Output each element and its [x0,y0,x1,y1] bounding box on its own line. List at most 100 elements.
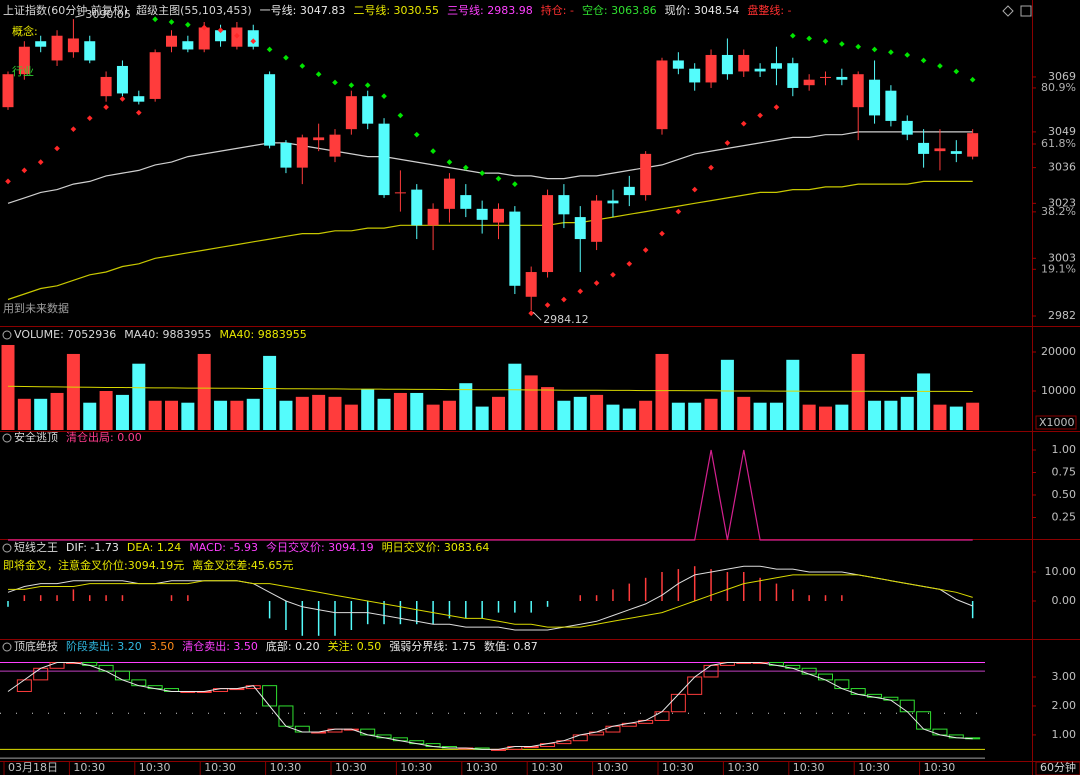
unit-label: X1000 [1039,416,1075,429]
sar-dot [430,148,436,154]
sar-dot [904,52,911,58]
volume-bar [442,400,456,430]
sar-dot [920,57,927,64]
y-tick-label: 19.1% [1041,262,1076,275]
y-tick-label: 3.00 [1052,670,1077,683]
volume-bar [508,363,522,430]
panel-header: 阶段卖出: 3.20 [66,639,142,653]
y-tick-label: 3003 [1048,251,1076,264]
candle-body [2,74,14,108]
candle-body [901,120,913,135]
volume-bar [655,353,669,430]
candle-body [67,38,79,53]
volume-bar [802,404,816,430]
sar-dot [332,79,338,86]
candle-body [378,123,390,196]
volume-bar [851,353,865,430]
x-tick-label: 10:30 [270,761,302,774]
volume-bar [671,402,685,430]
volume-bar [917,373,931,430]
sar-dot [86,115,93,121]
volume-bar [17,398,31,430]
y-tick-label: 2982 [1048,309,1076,322]
x-tick-label: 10:30 [858,761,890,774]
x-tick-label: 10:30 [597,761,629,774]
y-tick-label: 1.00 [1052,728,1077,741]
sar-dot [528,310,535,317]
candle-body [525,272,537,297]
panel-header: 三号线: 2983.98 [447,3,533,17]
panel-header: 超级主图(55,103,453) [136,3,252,17]
sar-dot [561,296,567,303]
x-tick-label: 10:30 [400,761,432,774]
volume-bar [83,402,97,430]
volume-bar [312,394,326,430]
sar-dot [201,24,208,31]
sar-dot [839,41,845,47]
x-tick-label: 10:30 [727,761,759,774]
toolbar-icon[interactable] [1002,5,1014,17]
volume-bar [884,400,898,430]
volume-bar [410,392,424,430]
candle-body [950,151,962,154]
x-tick-label: 10:30 [139,761,171,774]
volume-bar [1,344,15,430]
panel-header: 短线之王 [14,540,58,554]
panel-header: 二号线: 3030.55 [353,3,439,17]
unit-box [1035,415,1077,430]
volume-bar [34,398,48,430]
macd-line [7,565,973,631]
volume-ma-line [7,385,973,392]
volume-bar [230,400,244,430]
candle-body [362,96,374,124]
candle-body [542,195,554,273]
volume-bar [769,402,783,430]
candle-body [689,68,701,83]
panel-header: DEA: 1.24 [127,541,181,554]
ma-line [7,131,973,204]
x-tick-label: 10:30 [531,761,563,774]
panel-header: 即将金叉，注意金叉价位:3094.19元 [3,558,184,572]
candle-body [280,142,292,168]
candle-body [836,76,848,80]
candle-body [705,54,717,83]
volume-bar [279,400,293,430]
candle-body [264,74,276,146]
sar-dot [708,164,714,171]
signal-line [8,449,973,541]
volume-bar [966,402,980,430]
candle-body [460,195,472,209]
panel-icon [2,543,12,553]
sar-dot [512,181,518,187]
sar-dot [381,93,387,100]
sar-dot [610,271,616,278]
candle-body [35,41,47,47]
volume-bar [165,400,178,430]
volume-bar [475,406,489,430]
panel-header: 现价: 3048.54 [665,4,740,17]
volume-bar [900,396,914,430]
sar-dot [888,49,894,56]
volume-bar [99,391,113,430]
candle-body [918,142,930,154]
sar-dot [937,63,943,69]
toolbar-icon[interactable] [1020,5,1032,17]
sar-dot [70,126,77,132]
panel-header: 盘整线: - [747,3,791,17]
volume-bar [590,394,604,430]
volume-bar [557,400,571,430]
sar-dot [871,46,878,53]
candle-body [754,68,766,72]
x-tick-label: 10:30 [466,761,498,774]
sar-dot [659,230,665,237]
extreme-label: 2984.12 [543,313,589,326]
chart-note: 概念: [12,24,38,38]
volume-bar [737,396,751,430]
panel-icon [2,330,12,340]
panel-header: 顶底绝技 [14,639,58,653]
volume-bar [933,404,947,430]
x-tick-label: 03月18日 [8,761,58,774]
volume-bar [197,353,211,430]
sar-dot [577,288,584,295]
